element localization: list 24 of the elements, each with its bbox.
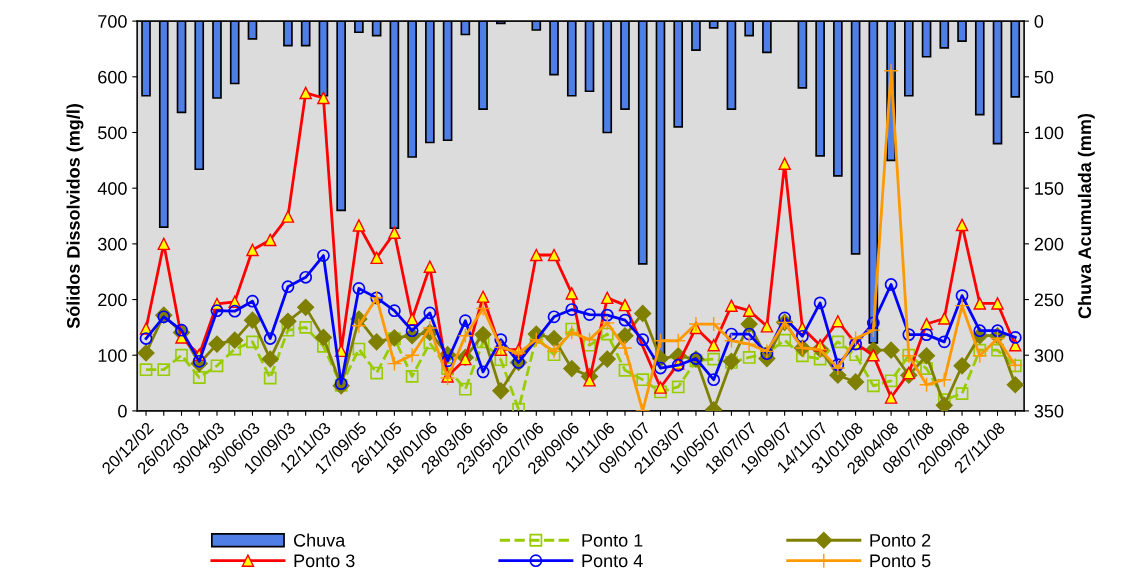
y2-tick-label: 100: [1035, 126, 1064, 140]
y-tick-label: 200: [98, 293, 127, 307]
y-tick-label: 400: [97, 182, 127, 195]
y2-axis-title: Chuva Acumulada (mm): [1077, 113, 1095, 319]
legend-label: Ponto 1: [582, 534, 643, 547]
legend-label: Chuva: [293, 533, 346, 547]
y-tick-label: 700: [98, 15, 127, 28]
y-tick-label: 300: [98, 237, 127, 251]
y-axis-title: Sólidos Dissolvidos (mg/l): [66, 104, 84, 329]
legend-label: Ponto 5: [870, 554, 931, 568]
y2-tick-label: 300: [1034, 349, 1064, 362]
y2-tick-label: 150: [1035, 182, 1064, 195]
legend-label: Ponto 2: [870, 533, 931, 547]
legend-label: Ponto 4: [582, 554, 643, 568]
y-tick-label: 100: [98, 349, 127, 362]
legend-label: Ponto 3: [294, 554, 355, 568]
y-tick-label: 600: [98, 70, 127, 84]
y2-tick-label: 200: [1034, 237, 1064, 251]
y-tick-label: 500: [98, 126, 127, 140]
y2-tick-label: 250: [1034, 293, 1064, 307]
y2-tick-label: 0: [1034, 15, 1044, 28]
y2-tick-label: 350: [1034, 404, 1064, 418]
y-tick-label: 0: [118, 404, 127, 418]
y2-tick-label: 50: [1034, 70, 1054, 84]
